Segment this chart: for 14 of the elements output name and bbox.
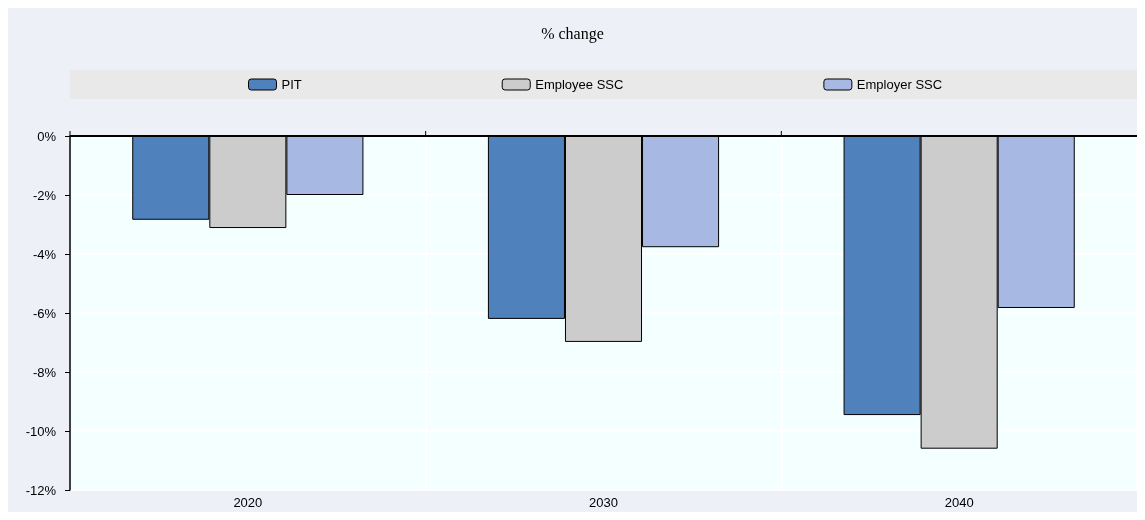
x-tick-label: 2030 bbox=[589, 495, 618, 510]
y-tick-label: -6% bbox=[32, 305, 57, 321]
y-tick-label: 0% bbox=[37, 128, 57, 144]
legend-label: PIT bbox=[281, 77, 302, 92]
y-tick-label: -12% bbox=[25, 482, 57, 498]
y-tick-label: -2% bbox=[32, 187, 57, 203]
legend-label: Employer SSC bbox=[856, 77, 943, 92]
x-tick-label: 2020 bbox=[233, 495, 263, 510]
x-tick-label: 2040 bbox=[944, 495, 974, 510]
y-tick-label: -10% bbox=[25, 423, 57, 439]
chart-title: % change bbox=[541, 24, 604, 43]
y-tick-label: -4% bbox=[32, 246, 57, 262]
y-tick-label: -8% bbox=[32, 364, 57, 380]
legend-label: Employee SSC bbox=[535, 77, 624, 92]
